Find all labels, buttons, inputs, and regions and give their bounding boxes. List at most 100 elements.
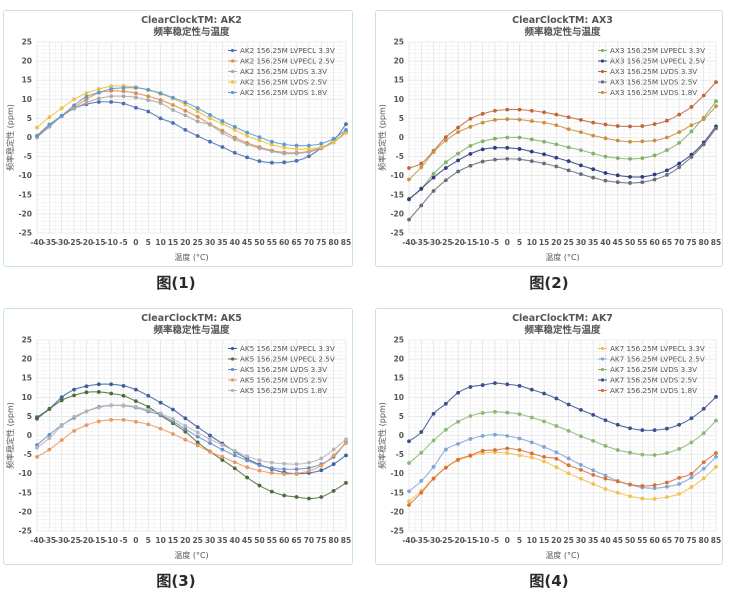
data-point xyxy=(59,398,64,403)
data-point xyxy=(542,445,546,449)
data-point xyxy=(701,117,706,122)
x-tick-label: 5 xyxy=(517,238,522,247)
data-point xyxy=(195,440,200,445)
data-point xyxy=(443,135,448,140)
data-point xyxy=(493,118,497,122)
y-tick-label: -5 xyxy=(396,450,404,459)
data-point xyxy=(443,138,448,143)
data-point xyxy=(714,99,718,104)
data-point xyxy=(628,494,632,499)
x-tick-label: 65 xyxy=(662,238,672,247)
data-point xyxy=(443,166,448,170)
data-point xyxy=(294,471,299,476)
data-point xyxy=(554,112,559,117)
data-point xyxy=(677,112,682,117)
data-point xyxy=(591,151,596,156)
data-point xyxy=(109,87,114,91)
chart-card-3: ClearClockTM: AK5 频率稳定性与温度 25 20 15 10 5 0 -5 -10… xyxy=(3,308,353,565)
y-tick-label: -20 xyxy=(390,507,404,516)
data-point xyxy=(640,156,645,161)
data-point xyxy=(664,451,669,455)
data-point xyxy=(701,476,706,481)
data-point xyxy=(344,480,348,485)
data-point xyxy=(257,146,262,151)
data-point xyxy=(431,411,436,416)
data-point xyxy=(84,94,89,99)
legend-label: AK2 156.25M LVPECL 2.5V xyxy=(240,57,335,66)
figure-1: ClearClockTM: AK2 频率稳定性与温度 25 20 15 10 5 0 -5 -10… xyxy=(0,0,364,298)
data-point xyxy=(72,103,76,108)
data-point xyxy=(158,400,163,405)
data-point xyxy=(640,428,645,433)
y-tick-label: -15 xyxy=(18,488,32,497)
data-point xyxy=(232,127,237,132)
legend-marker xyxy=(230,90,235,95)
data-point xyxy=(579,172,583,177)
x-tick-label: 0 xyxy=(133,536,138,545)
data-point xyxy=(183,113,188,118)
x-tick-label: -40 xyxy=(402,536,416,545)
data-point xyxy=(443,465,448,470)
data-point xyxy=(35,125,39,130)
data-point xyxy=(245,465,250,470)
x-tick-label: -20 xyxy=(451,238,465,247)
data-point xyxy=(689,155,694,159)
x-tick-label: -10 xyxy=(104,238,118,247)
x-tick-label: -25 xyxy=(439,238,453,247)
y-tick-label: 10 xyxy=(394,95,404,104)
data-point xyxy=(652,486,657,491)
chart-subtitle: 频率稳定性与温度 xyxy=(153,26,230,38)
data-point xyxy=(591,412,596,417)
data-point xyxy=(158,101,163,106)
data-point xyxy=(664,148,669,153)
legend-marker xyxy=(230,367,235,372)
data-point xyxy=(319,145,324,149)
data-point xyxy=(517,157,522,162)
data-point xyxy=(652,177,657,182)
data-point xyxy=(456,158,461,163)
data-point xyxy=(603,443,608,448)
data-point xyxy=(195,434,200,439)
y-tick-label: 20 xyxy=(394,57,404,66)
data-point xyxy=(220,121,225,126)
data-point xyxy=(307,466,311,470)
data-point xyxy=(628,139,632,144)
legend-label: AK7 156.25M LVPECL 3.3V xyxy=(610,344,705,353)
data-point xyxy=(591,468,596,473)
x-tick-label: 30 xyxy=(205,238,215,247)
data-point xyxy=(47,432,52,437)
data-point xyxy=(603,473,608,478)
y-tick-label: -25 xyxy=(390,229,404,238)
series-3 xyxy=(407,409,718,465)
x-tick-label: 25 xyxy=(563,238,573,247)
data-point xyxy=(208,113,212,117)
data-point xyxy=(554,424,559,428)
data-point xyxy=(505,135,510,140)
y-tick-label: -15 xyxy=(390,190,404,199)
data-point xyxy=(493,157,497,162)
series-5 xyxy=(35,403,348,467)
data-point xyxy=(664,135,669,140)
data-point xyxy=(664,173,669,177)
data-point xyxy=(456,130,461,135)
x-axis-label: 温度 (°C) xyxy=(545,550,579,560)
data-point xyxy=(566,471,571,476)
x-tick-label: -5 xyxy=(119,238,127,247)
series-5 xyxy=(35,85,348,148)
data-point xyxy=(282,461,287,466)
x-tick-label: 0 xyxy=(505,238,510,247)
y-tick-label: 5 xyxy=(27,114,32,123)
data-point xyxy=(505,433,510,438)
data-point xyxy=(566,429,571,433)
data-point xyxy=(158,116,163,121)
data-point xyxy=(208,441,212,446)
legend-marker xyxy=(600,90,605,95)
data-point xyxy=(566,145,571,150)
series-3 xyxy=(407,80,718,170)
data-point xyxy=(603,136,608,141)
data-point xyxy=(344,127,348,132)
data-point xyxy=(566,115,571,120)
x-tick-label: 35 xyxy=(217,238,227,247)
data-point xyxy=(282,472,287,476)
data-point xyxy=(109,382,114,387)
